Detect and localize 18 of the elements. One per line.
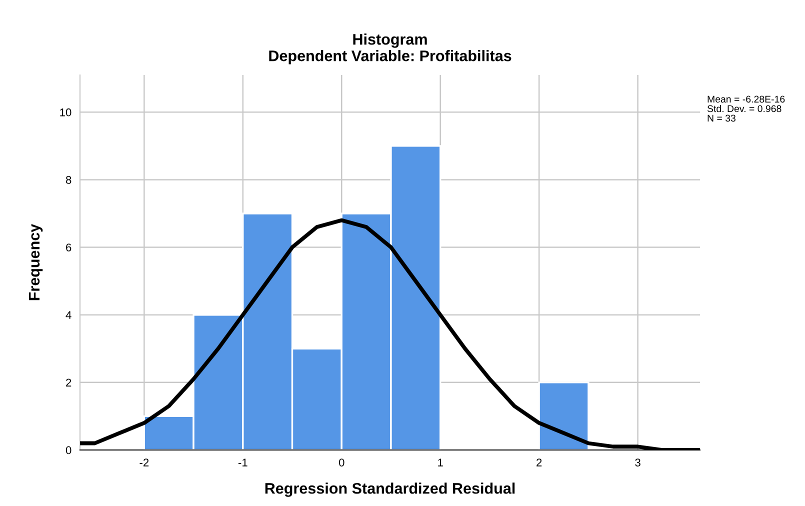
x-tick-label: -1: [238, 458, 248, 466]
x-tick-label: 0: [338, 458, 344, 466]
y-tick-label: 4: [66, 311, 72, 319]
x-tick-label: 1: [438, 458, 443, 466]
text: N = 33: [708, 114, 736, 122]
x-tick-label: -2: [140, 458, 149, 466]
y-axis-title: Frequency: [28, 224, 43, 300]
y-tick-label: 0: [66, 446, 72, 454]
chart-title: Histogram Dependent Variable: Profitabilitas: [269, 34, 512, 64]
text: Std. Dev. = 0.968: [707, 104, 782, 112]
y-tick-label: 6: [66, 244, 72, 252]
x-tick-label: 2: [536, 458, 542, 466]
y-tick-label: 10: [60, 108, 72, 116]
y-tick-label: 8: [66, 176, 72, 184]
x-tick-label: 3: [635, 458, 640, 466]
x-axis-title: Regression Standardized Residual: [265, 482, 515, 497]
y-tick-label: 2: [66, 378, 72, 386]
text: Mean = -6.28E-16: [708, 96, 785, 103]
